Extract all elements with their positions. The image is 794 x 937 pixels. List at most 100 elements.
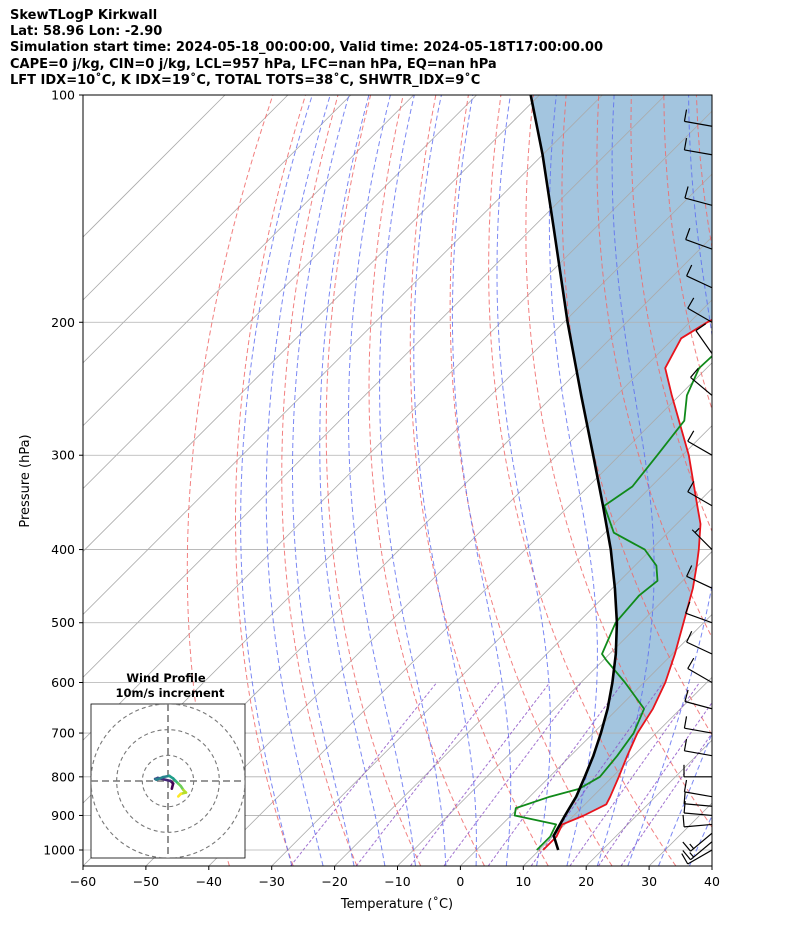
wind-barb-staff — [684, 120, 712, 127]
wind-barb-staff — [695, 330, 712, 354]
x-tick-label: −30 — [259, 874, 285, 889]
x-tick-label: 40 — [704, 874, 720, 889]
mixing-ratio-line — [597, 701, 712, 866]
x-tick-label: −20 — [321, 874, 347, 889]
chart-header: SkewTLogP Kirkwall Lat: 58.96 Lon: -2.90… — [10, 8, 603, 89]
wind-barb — [686, 631, 712, 655]
wind-barb-staff — [684, 812, 712, 817]
moist-adiabat-lines — [240, 95, 712, 866]
wind-barb-staff — [687, 307, 712, 323]
wind-barb-feather — [687, 297, 695, 309]
mixing-ratio-line — [487, 682, 624, 866]
isotherm-line — [523, 676, 712, 866]
wind-barb — [683, 137, 712, 156]
dry-adiabat-line — [762, 95, 794, 866]
dry-adiabat-lines — [186, 95, 794, 866]
wind-barb-staff — [687, 440, 712, 456]
dry-adiabat-line — [235, 95, 306, 866]
y-tick-label: 800 — [51, 769, 75, 784]
parcel-line — [529, 95, 619, 851]
isotherm-line — [83, 95, 666, 678]
dry-adiabat-line — [409, 95, 549, 866]
wind-barb — [687, 481, 712, 507]
dry-adiabat-line — [281, 95, 358, 866]
y-tick-label: 1000 — [43, 843, 75, 858]
time-line: Simulation start time: 2024-05-18_00:00:… — [10, 40, 603, 56]
wind-barb-staff — [684, 823, 712, 828]
wind-barb-half-feather — [694, 527, 700, 534]
wind-barb — [691, 527, 712, 550]
wind-barb — [682, 814, 712, 828]
mixing-ratio-line — [530, 682, 664, 866]
cape-cin-shading — [530, 95, 712, 837]
wind-barb-half-feather — [689, 852, 695, 858]
isotherm-line — [460, 613, 712, 866]
mixing-ratio-lines — [290, 682, 712, 866]
x-axis-label: Temperature (˚C) — [340, 896, 453, 912]
wind-barb-feather — [683, 109, 688, 122]
wind-barbs — [681, 109, 712, 865]
dry-adiabat-line — [525, 95, 712, 828]
wind-barb-feather — [685, 601, 691, 614]
wind-barb-staff — [684, 750, 712, 757]
wind-barb — [683, 801, 712, 817]
isotherm-line — [334, 488, 712, 866]
axes: −60 −50 −40 −30 −20 −10 0 10 20 30 40 100 200 300 400 5… — [43, 88, 720, 890]
x-tick-label: −50 — [133, 874, 159, 889]
wind-barb-feather — [687, 430, 695, 442]
wind-barb-staff — [687, 491, 712, 507]
wind-barb-feather — [681, 853, 689, 865]
moist-adiabat-line — [265, 95, 331, 866]
mixing-ratio-line — [355, 682, 500, 866]
wind-barb-feather — [687, 481, 695, 493]
x-tick-label: −40 — [196, 874, 222, 889]
wind-barb-feather — [682, 841, 692, 852]
mixing-ratio-line — [569, 682, 700, 866]
hodograph-inset: Wind Profile 10m/s increment — [90, 671, 246, 859]
wind-barb — [683, 109, 712, 127]
moist-adiabat-line — [548, 95, 598, 866]
moist-adiabat-line — [292, 95, 355, 866]
dry-adiabat-line — [488, 95, 677, 866]
y-tick-label: 600 — [51, 675, 75, 690]
hodograph-content — [91, 704, 245, 858]
wind-barb — [685, 601, 712, 624]
wind-barb-feather — [683, 738, 688, 751]
pressure-gridlines — [83, 95, 712, 851]
isotherm-line — [83, 95, 414, 427]
wind-barb — [686, 565, 712, 589]
isotherm-line — [83, 110, 712, 741]
moist-adiabat-line — [348, 95, 416, 866]
wind-barb-half-feather — [689, 843, 695, 849]
isotherm-line — [208, 362, 712, 866]
wind-barb-staff — [691, 529, 712, 550]
x-tick-label: 0 — [456, 874, 464, 889]
x-tick-label: 30 — [641, 874, 657, 889]
chart-title: SkewTLogP Kirkwall — [10, 8, 158, 23]
wind-barb — [683, 791, 712, 807]
wind-barb-feather — [684, 186, 689, 199]
hodograph-segment — [176, 792, 183, 798]
isotherm-line — [83, 95, 226, 238]
dry-adiabat-line — [449, 95, 613, 866]
wind-barb-feather — [682, 814, 685, 827]
wind-barb-staff — [684, 149, 712, 156]
y-tick-label: 700 — [51, 726, 75, 741]
isotherm-line — [83, 95, 477, 490]
plot-area — [83, 95, 794, 866]
wind-barb-staff — [686, 575, 712, 589]
dry-adiabat-line — [729, 95, 794, 866]
wind-barb-staff — [684, 727, 712, 734]
dry-adiabat-line — [186, 95, 274, 866]
wind-barb-staff — [685, 238, 712, 250]
wind-barb — [684, 689, 712, 710]
isotherm-line — [83, 95, 289, 301]
wind-barb-feather — [683, 716, 688, 729]
wind-barb — [683, 779, 712, 798]
wind-barb — [683, 764, 712, 778]
moist-adiabat-line — [413, 95, 477, 866]
wind-barb-staff — [687, 849, 712, 865]
cape-line: CAPE=0 j/kg, CIN=0 j/kg, LCL=957 hPa, LF… — [10, 56, 497, 72]
moist-adiabat-line — [596, 95, 655, 866]
